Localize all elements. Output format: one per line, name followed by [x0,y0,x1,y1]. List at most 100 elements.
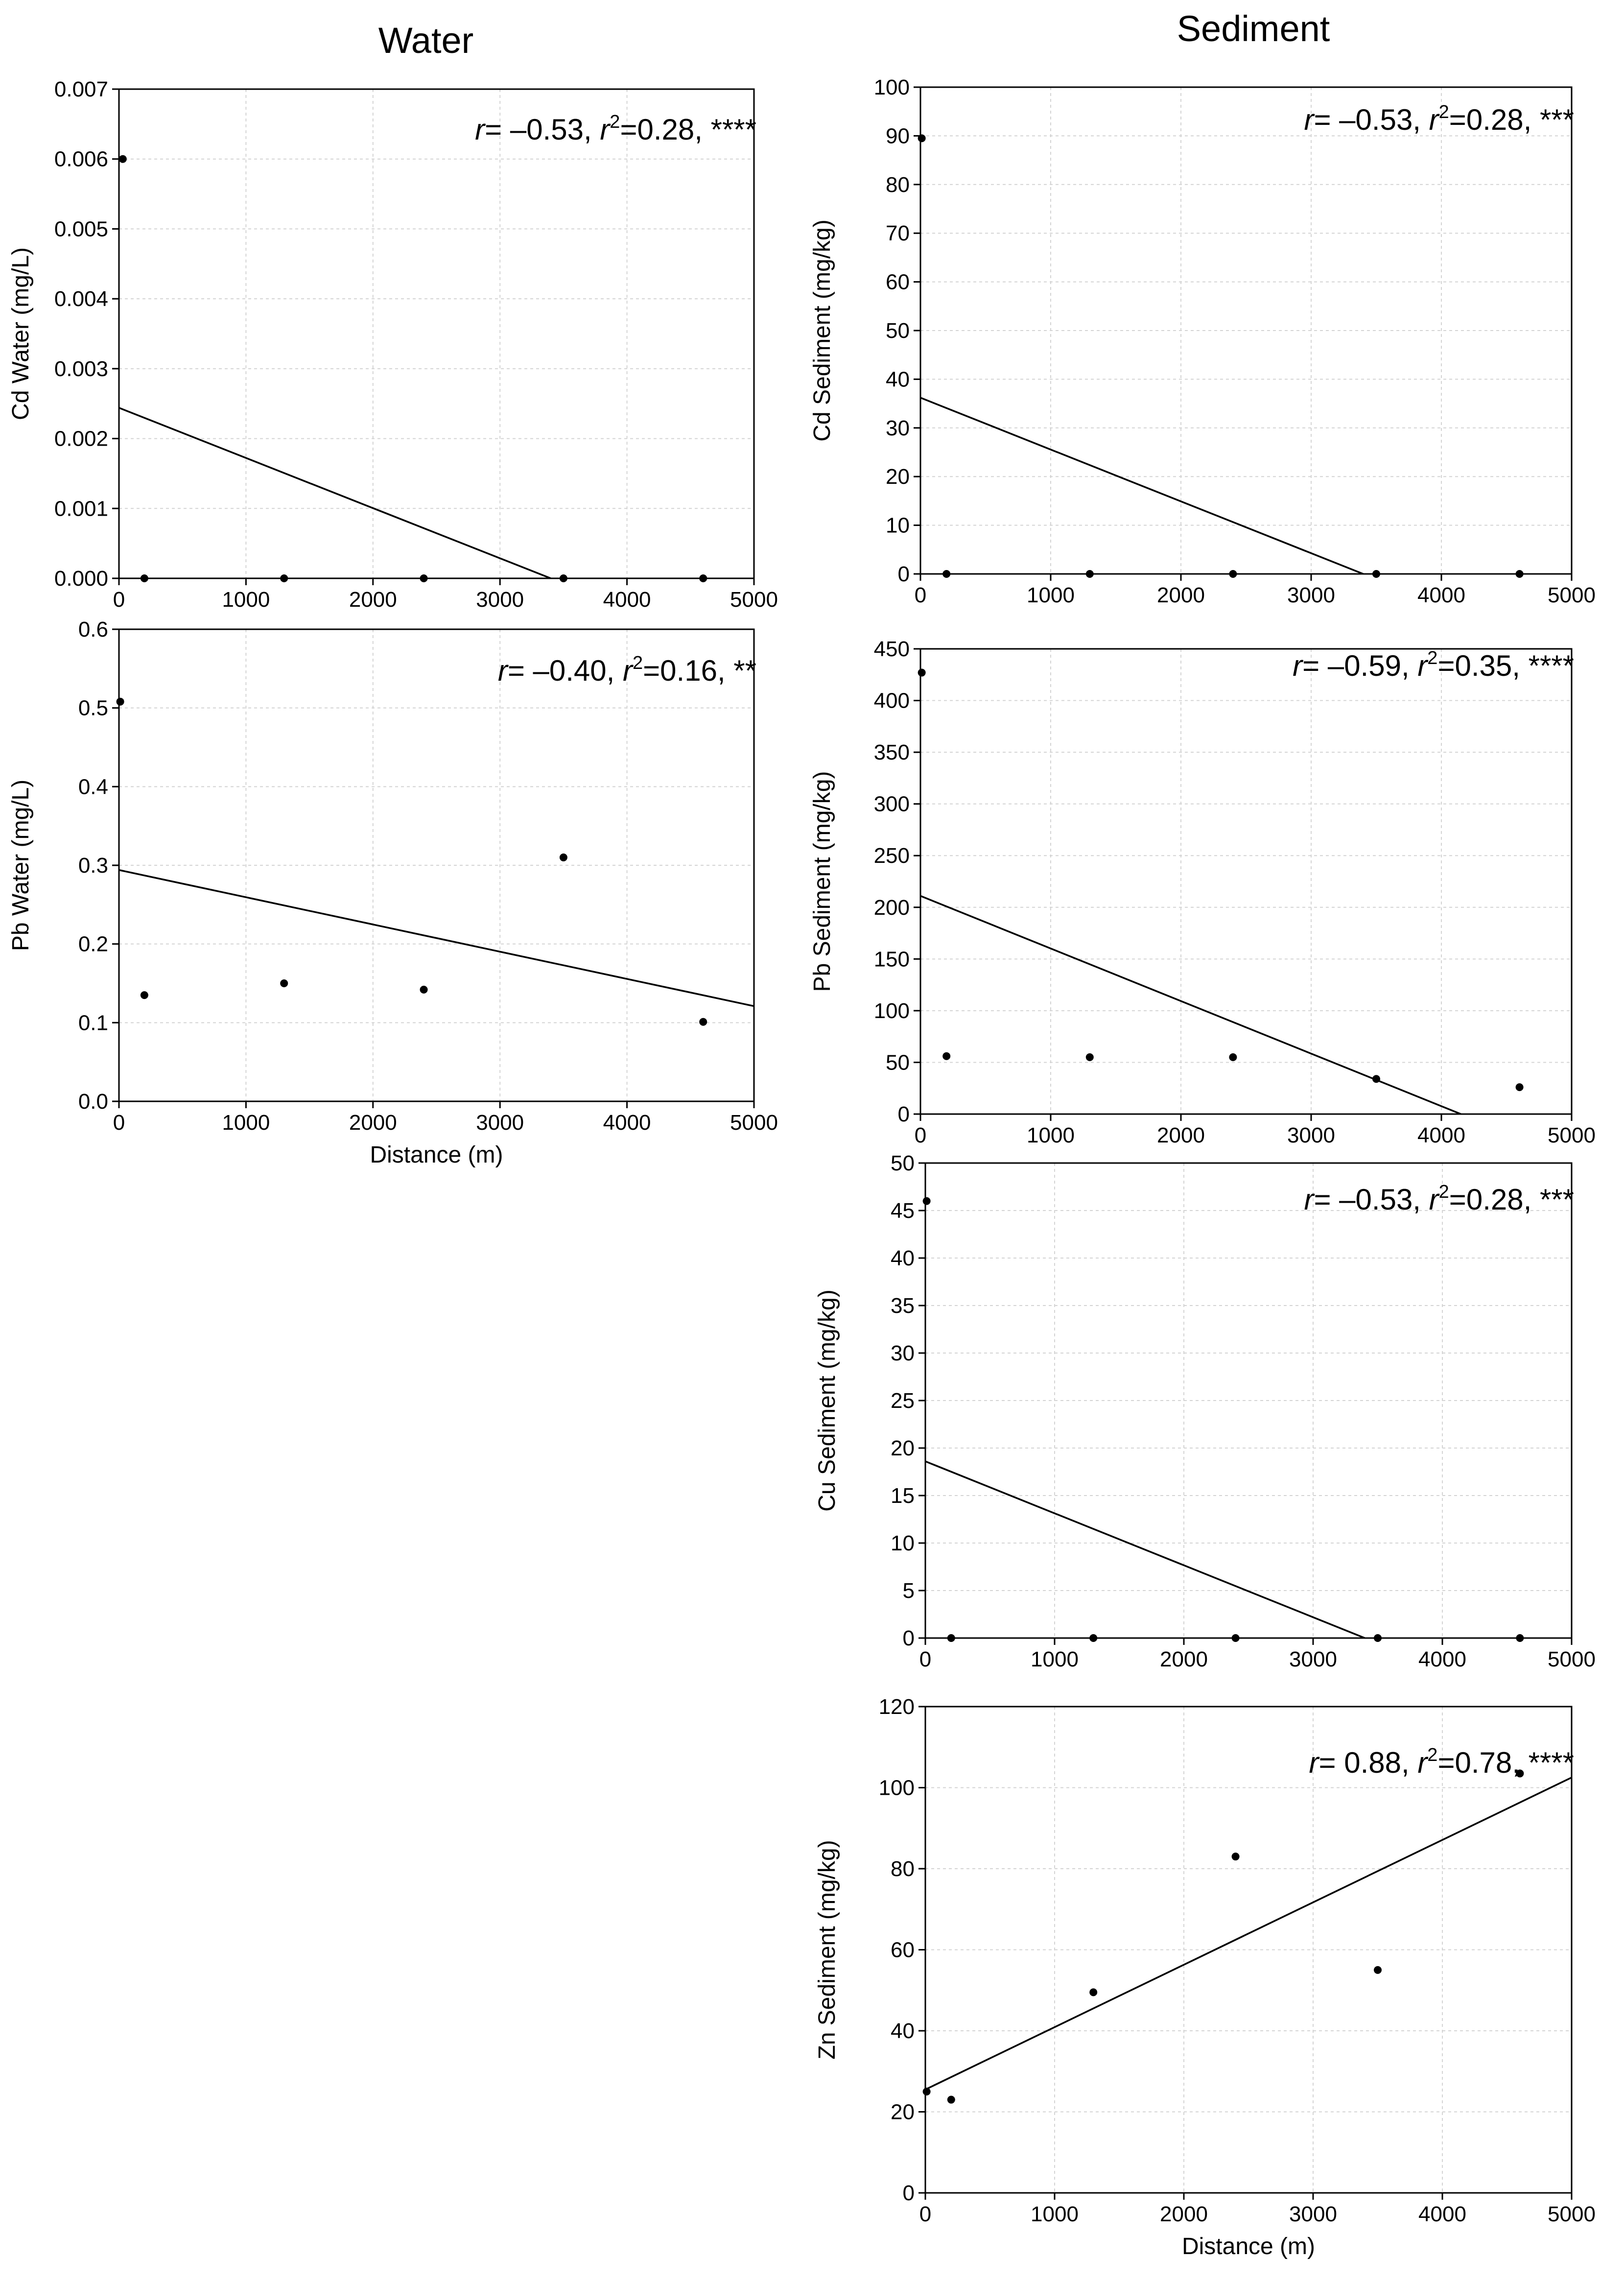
data-point [280,574,288,582]
annot-r2-value: =0.28, **** [620,113,756,146]
y-tick-label: 0 [898,1102,910,1126]
data-point [942,1052,951,1060]
y-tick-label: 0.5 [78,696,108,720]
x-tick-label: 2000 [349,1111,397,1135]
y-tick-label: 30 [886,416,910,440]
x-tick-label: 1000 [1027,1123,1075,1147]
stats-annotation: r= –0.53, r2=0.28, *** [1304,102,1574,136]
annot-r2-value: =0.78, **** [1437,1746,1574,1779]
y-tick-label: 0 [903,2181,915,2205]
stats-annotation: r= 0.88, r2=0.78, **** [1309,1745,1575,1779]
y-tick-label: 0.2 [78,932,108,956]
data-point [918,134,926,143]
annot-r2-value: =0.28, *** [1449,103,1574,136]
x-tick-label: 0 [915,1123,926,1147]
annot-r-value: = 0.88, [1318,1746,1417,1779]
y-tick-label: 300 [874,792,910,816]
pb-water-chart: 0 1000 2000 3000 4000 5000 0.0 0.1 0.2 0.3 0.4 0.5 0… [8,618,778,1168]
data-point [140,991,148,999]
y-tick-label: 20 [891,2100,915,2124]
plot-frame [118,88,755,579]
y-tick-label: 0.3 [78,854,108,878]
stats-annotation: r= –0.53, r2=0.28, **** [475,112,756,146]
annot-superscript: 2 [1427,1745,1437,1765]
y-tick-label: 40 [891,1246,915,1270]
x-tick-label: 5000 [1548,583,1596,607]
y-tick-label: 15 [891,1484,915,1508]
data-point [1231,1853,1240,1861]
plot-frame [919,648,1573,1115]
y-tick-label: 400 [874,689,910,713]
data-point [699,574,707,582]
cd-sediment-chart: 0 1000 2000 3000 4000 5000 0 10 20 30 40 50 60 70 80 90… [809,75,1596,607]
annot-r2: r [1417,1746,1428,1779]
x-tick-label: 3000 [476,1111,524,1135]
y-axis-title: Cd Sediment (mg/kg) [809,219,835,442]
y-tick-label: 50 [886,319,910,343]
x-tick-label: 1000 [1031,2202,1079,2226]
data-point [559,574,567,582]
data-point [1374,1966,1382,1974]
x-tick-label: 4000 [1418,1647,1466,1671]
data-point [1372,1075,1380,1083]
x-tick-label: 0 [919,2202,931,2226]
y-tick-label: 0.002 [54,427,108,451]
y-tick-label: 100 [879,1776,915,1800]
y-tick-label: 0 [898,562,910,586]
y-tick-label: 0.4 [78,775,108,799]
data-point [1085,1053,1094,1061]
y-tick-label: 0.6 [78,618,108,642]
regression-line [118,407,551,579]
y-tick-label: 200 [874,896,910,920]
annot-r2: r [1429,103,1440,136]
y-axis-title: Cu Sediment (mg/kg) [814,1289,840,1512]
x-axis-title: Distance (m) [1182,2234,1315,2259]
y-tick-label: 0.005 [54,217,108,241]
y-tick-label: 50 [891,1151,915,1175]
x-tick-label: 1000 [1031,1647,1079,1671]
x-tick-label: 4000 [1418,2202,1466,2226]
y-tick-label: 100 [874,75,910,99]
y-tick-label: 80 [886,173,910,197]
data-point [1372,570,1380,578]
y-tick-label: 90 [886,124,910,148]
data-point [699,1018,707,1026]
data-point [1089,1634,1098,1642]
x-tick-label: 5000 [1548,1123,1596,1147]
x-tick-label: 0 [919,1647,931,1671]
y-tick-label: 40 [886,367,910,391]
x-tick-label: 5000 [1548,1647,1596,1671]
y-tick-label: 0.0 [78,1090,108,1114]
y-tick-label: 0.006 [54,147,108,171]
y-tick-label: 0.007 [54,77,108,101]
y-tick-label: 35 [891,1294,915,1318]
x-tick-label: 2000 [1160,1647,1208,1671]
annot-r2: r [623,654,634,687]
y-tick-label: 60 [886,270,910,294]
x-axis-title: Distance (m) [370,1142,503,1168]
x-tick-label: 0 [915,583,926,607]
data-point [1231,1634,1240,1642]
y-tick-label: 70 [886,221,910,245]
y-tick-label: 0.001 [54,497,108,521]
y-tick-label: 10 [886,514,910,538]
data-point [1515,1083,1524,1092]
annot-r: r [1309,1746,1320,1779]
data-point [559,853,567,861]
annot-superscript: 2 [1439,1182,1449,1202]
x-tick-label: 3000 [476,588,524,612]
data-point [947,1634,955,1642]
y-tick-label: 150 [874,947,910,971]
data-point [1229,1053,1237,1061]
x-tick-label: 3000 [1289,2202,1337,2226]
annot-superscript: 2 [1439,102,1449,122]
x-tick-label: 2000 [349,588,397,612]
y-tick-label: 0.004 [54,287,108,311]
y-tick-label: 60 [891,1938,915,1962]
x-tick-label: 4000 [1417,1123,1465,1147]
x-tick-label: 4000 [603,1111,651,1135]
data-point [1516,1634,1524,1642]
pb-sediment-chart: 0 1000 2000 3000 4000 5000 0 50 100 150 200 250 300 3… [809,637,1596,1147]
regression-line [920,397,1364,575]
